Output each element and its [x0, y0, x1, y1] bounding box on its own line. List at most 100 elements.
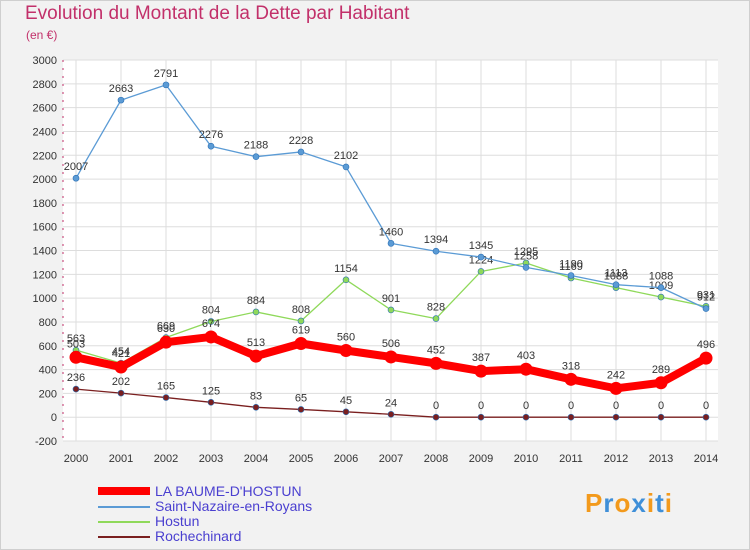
y-tick-label: 2600	[33, 103, 57, 115]
legend-swatch-hostun	[98, 521, 150, 523]
data-label-hostun: 1169	[559, 261, 583, 273]
x-tick-label: 2004	[244, 453, 268, 465]
y-tick-label: 2000	[33, 174, 57, 186]
data-point-hostun	[252, 308, 260, 316]
data-label-la-baume-d-hostun: 513	[247, 337, 265, 349]
y-tick-label: 1400	[33, 246, 57, 258]
legend-label-hostun: Hostun	[155, 513, 200, 529]
y-tick-label: 600	[39, 341, 57, 353]
data-label-rochechinard: 236	[67, 372, 85, 384]
data-label-la-baume-d-hostun: 242	[607, 369, 625, 381]
data-label-la-baume-d-hostun: 496	[697, 339, 715, 351]
y-tick-label: 800	[39, 317, 57, 329]
data-point-rochechinard	[72, 385, 80, 393]
legend-item-saint-nazaire: Saint-Nazaire-en-Royans	[98, 498, 418, 514]
data-point-saint-nazaire-en-royans	[657, 284, 665, 291]
data-point-hostun	[387, 306, 395, 314]
data-label-saint-nazaire-en-royans: 912	[697, 292, 715, 304]
data-label-rochechinard: 0	[658, 400, 664, 412]
data-point-saint-nazaire-en-royans	[117, 96, 125, 104]
data-label-la-baume-d-hostun: 318	[562, 360, 580, 372]
data-label-la-baume-d-hostun: 560	[337, 332, 355, 344]
data-point-la-baume-d-hostun	[564, 372, 578, 386]
data-label-saint-nazaire-en-royans: 1190	[559, 259, 583, 271]
data-label-saint-nazaire-en-royans: 1088	[649, 271, 673, 283]
data-label-rochechinard: 0	[478, 400, 484, 412]
data-label-la-baume-d-hostun: 506	[382, 338, 400, 350]
legend-label-rochechinard: Rochechinard	[155, 528, 242, 544]
data-label-hostun: 1088	[604, 271, 628, 283]
proxiti-logo: Proxiti	[585, 488, 673, 519]
data-point-la-baume-d-hostun	[699, 351, 713, 365]
data-label-hostun: 901	[382, 293, 400, 305]
data-point-la-baume-d-hostun	[519, 362, 533, 376]
data-point-rochechinard	[342, 408, 350, 416]
legend-item-rochechinard: Rochechinard	[98, 528, 418, 544]
data-point-la-baume-d-hostun	[294, 336, 308, 350]
chart-subtitle: (en €)	[26, 28, 58, 42]
y-tick-label: 400	[39, 365, 57, 377]
data-point-rochechinard	[252, 404, 260, 411]
data-label-la-baume-d-hostun: 289	[652, 364, 670, 376]
y-tick-label: 1800	[33, 198, 57, 210]
legend-item-hostun: Hostun	[98, 513, 418, 529]
chart-title: Evolution du Montant de la Dette par Hab…	[25, 3, 410, 24]
data-label-hostun: 884	[247, 295, 265, 307]
logo-letter: t	[655, 488, 665, 518]
data-label-rochechinard: 0	[568, 400, 574, 412]
data-point-saint-nazaire-en-royans	[162, 81, 170, 89]
x-tick-label: 2009	[469, 453, 493, 465]
x-tick-label: 2013	[649, 453, 673, 465]
data-point-saint-nazaire-en-royans	[567, 272, 575, 279]
data-label-la-baume-d-hostun: 387	[472, 352, 490, 364]
data-point-la-baume-d-hostun	[159, 335, 173, 349]
legend-swatch-saint-nazaire	[98, 506, 150, 508]
data-point-rochechinard	[477, 413, 485, 421]
logo-letter: o	[614, 488, 632, 518]
data-point-saint-nazaire-en-royans	[432, 247, 440, 255]
data-label-hostun: 828	[427, 302, 445, 314]
data-label-hostun: 804	[202, 304, 220, 316]
y-tick-label: 2200	[33, 150, 57, 162]
data-point-hostun	[657, 293, 665, 301]
data-point-la-baume-d-hostun	[114, 360, 128, 374]
data-point-hostun	[207, 318, 215, 325]
data-point-rochechinard	[207, 399, 215, 406]
data-label-hostun: 669	[157, 321, 175, 333]
data-label-la-baume-d-hostun: 452	[427, 344, 445, 356]
data-point-hostun	[477, 268, 485, 275]
legend-label-saint-nazaire: Saint-Nazaire-en-Royans	[155, 498, 313, 514]
data-point-saint-nazaire-en-royans	[252, 153, 260, 160]
logo-letter: x	[631, 488, 647, 518]
data-point-la-baume-d-hostun	[474, 364, 488, 378]
x-tick-label: 2008	[424, 453, 448, 465]
data-point-la-baume-d-hostun	[204, 330, 218, 344]
data-point-saint-nazaire-en-royans	[387, 240, 395, 247]
data-point-hostun	[432, 315, 440, 322]
data-label-saint-nazaire-en-royans: 2228	[289, 135, 313, 147]
data-label-rochechinard: 202	[112, 376, 130, 388]
data-label-saint-nazaire-en-royans: 1258	[514, 250, 538, 262]
data-label-saint-nazaire-en-royans: 2102	[334, 150, 358, 162]
data-label-la-baume-d-hostun: 630	[157, 323, 175, 335]
y-tick-label: 1600	[33, 222, 57, 234]
x-tick-label: 2002	[154, 453, 178, 465]
data-label-la-baume-d-hostun: 619	[292, 324, 310, 336]
x-tick-label: 2011	[559, 453, 583, 465]
data-point-rochechinard	[522, 413, 530, 421]
data-point-rochechinard	[117, 389, 125, 397]
legend-label-la-baume: LA BAUME-D'HOSTUN	[155, 483, 302, 499]
data-point-rochechinard	[657, 413, 665, 421]
data-label-saint-nazaire-en-royans: 1460	[379, 226, 403, 238]
x-tick-label: 2014	[694, 453, 718, 465]
data-label-hostun: 1154	[334, 263, 358, 275]
x-tick-label: 2006	[334, 453, 358, 465]
logo-letter: i	[646, 488, 656, 518]
data-point-rochechinard	[567, 413, 575, 421]
x-tick-label: 2012	[604, 453, 628, 465]
x-tick-label: 2005	[289, 453, 313, 465]
data-point-saint-nazaire-en-royans	[72, 174, 80, 182]
data-label-hostun: 454	[112, 346, 130, 358]
y-tick-label: 1200	[33, 269, 57, 281]
data-label-rochechinard: 0	[523, 400, 529, 412]
